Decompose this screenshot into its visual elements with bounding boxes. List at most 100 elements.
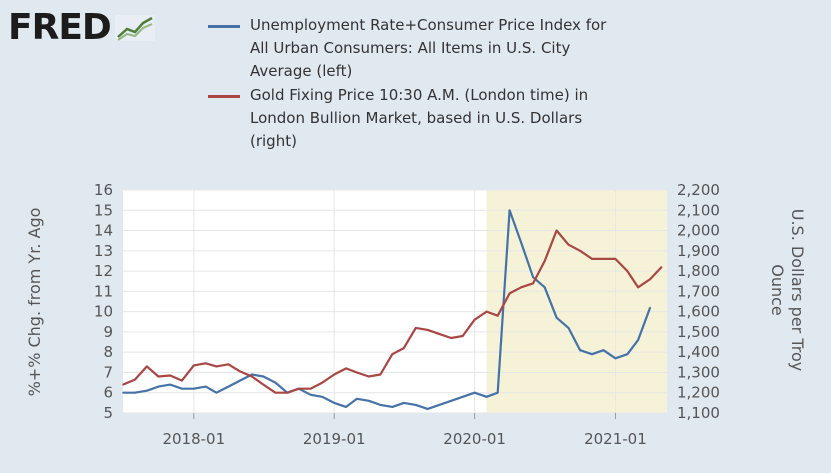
data-point [626, 270, 629, 272]
data-point [450, 400, 452, 402]
fred-logo-text: FRED [8, 7, 112, 48]
legend-label-unemployment-cpi: Unemployment Rate+Consumer Price Index f… [250, 16, 607, 80]
data-point [274, 381, 277, 384]
series-line-unemployment-cpi [123, 209, 652, 410]
data-point [555, 316, 558, 319]
legend-label-gold: Gold Fixing Price 10:30 A.M. (London tim… [250, 86, 589, 150]
data-point [438, 404, 441, 406]
data-point [473, 318, 476, 321]
data-point [227, 363, 230, 366]
y-right-axis-title: U.S. Dollars per TroyOunce [768, 209, 807, 372]
y-left-tick-label: 10 [94, 303, 113, 321]
data-point [333, 373, 336, 376]
data-point [262, 375, 265, 378]
data-point [602, 258, 605, 260]
data-point [356, 398, 358, 400]
y-right-tick-label: 1,600 [677, 303, 720, 321]
x-tick-label: 2020-01 [443, 430, 506, 448]
y-right-tick-label: 1,700 [677, 282, 720, 300]
data-point [321, 381, 324, 384]
data-point [473, 391, 476, 394]
data-point [134, 391, 136, 394]
data-point [543, 260, 546, 262]
y-right-tick-label: 1,300 [677, 363, 720, 381]
data-point [298, 387, 300, 390]
y-right-tick-label: 1,100 [677, 404, 720, 422]
data-point [508, 209, 511, 212]
data-point [204, 362, 207, 365]
data-point [567, 243, 570, 246]
y-left-tick-label: 13 [94, 242, 113, 260]
data-point [450, 337, 452, 339]
legend-swatch-blue [208, 25, 240, 28]
data-point [532, 276, 534, 278]
data-point [192, 387, 195, 390]
data-point [239, 370, 241, 373]
y-right-tick-label: 2,200 [677, 181, 720, 199]
y-right-tick-label: 2,000 [677, 222, 720, 240]
data-point [591, 353, 593, 356]
data-point [496, 391, 499, 394]
data-point [333, 402, 336, 404]
y-left-axis-title: %+% Chg. from Yr. Ago [25, 208, 44, 397]
data-point [660, 266, 663, 268]
legend-swatch-red [208, 95, 240, 98]
data-point [391, 353, 394, 356]
data-point [379, 373, 382, 376]
y-left-tick-label: 16 [94, 181, 113, 199]
data-point [543, 286, 546, 289]
data-point [461, 335, 464, 337]
data-point [368, 375, 370, 378]
fred-logo: FRED [8, 8, 155, 48]
data-point [403, 347, 405, 349]
data-point [649, 278, 651, 281]
data-point [637, 339, 639, 341]
data-point [181, 387, 183, 390]
data-point [426, 408, 429, 410]
data-point [637, 286, 639, 289]
data-point [485, 310, 488, 313]
data-point [414, 327, 417, 329]
data-point [614, 357, 617, 360]
data-point [368, 400, 370, 402]
line-graph-icon [114, 15, 155, 41]
data-point [414, 404, 417, 406]
data-point [579, 349, 581, 351]
data-point [215, 391, 218, 394]
data-point [286, 391, 289, 394]
data-point [122, 391, 124, 394]
y-right-tick-label: 1,800 [677, 262, 720, 280]
y-right-tick-label: 1,500 [677, 323, 720, 341]
y-left-tick-label: 15 [94, 201, 113, 219]
data-point [356, 371, 358, 374]
data-point [134, 378, 136, 381]
x-tick-label: 2019-01 [303, 430, 366, 448]
data-point [520, 286, 522, 289]
data-point [379, 404, 382, 406]
data-point [485, 395, 488, 398]
data-point [614, 258, 617, 260]
y-right-tick-label: 1,900 [677, 242, 720, 260]
y-right-tick-label: 2,100 [677, 201, 720, 219]
data-point [321, 395, 324, 398]
data-point [508, 292, 511, 295]
legend-item-gold[interactable]: Gold Fixing Price 10:30 A.M. (London tim… [208, 84, 628, 153]
data-point [403, 402, 405, 404]
data-point [649, 306, 651, 309]
y-left-tick-label: 14 [94, 222, 113, 240]
data-point [591, 258, 593, 260]
data-point [204, 385, 207, 388]
data-point [157, 385, 160, 388]
x-tick-label: 2018-01 [162, 430, 225, 448]
y-left-tick-label: 8 [103, 343, 113, 361]
data-point [227, 385, 230, 388]
y-right-tick-label: 1,200 [677, 384, 720, 402]
data-point [262, 383, 265, 386]
y-left-tick-label: 7 [103, 363, 113, 381]
legend-item-unemployment-cpi[interactable]: Unemployment Rate+Consumer Price Index f… [208, 14, 628, 83]
data-point [391, 406, 394, 408]
data-point [181, 379, 183, 382]
data-point [169, 383, 172, 386]
data-point [532, 282, 534, 285]
data-point [251, 373, 253, 376]
